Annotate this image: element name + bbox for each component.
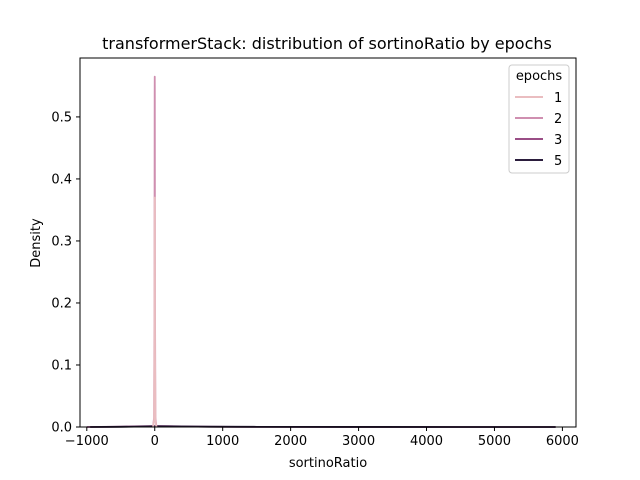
x-axis: −1000 0 1000 2000 3000 4000 5000 6000 <box>65 427 579 449</box>
legend-entry-label: 3 <box>554 133 562 148</box>
x-tick-label: 5000 <box>478 434 511 449</box>
series-line-epochs-1 <box>152 196 158 428</box>
plot-area <box>80 58 576 427</box>
y-tick-label: 0.2 <box>51 296 72 311</box>
y-tick-label: 0.1 <box>51 358 72 373</box>
x-axis-label: sortinoRatio <box>289 456 367 471</box>
x-tick-label: 4000 <box>410 434 443 449</box>
x-tick-label: −1000 <box>65 434 109 449</box>
y-tick-label: 0.0 <box>51 421 72 436</box>
y-tick-label: 0.4 <box>51 172 72 187</box>
legend-items: 1 2 3 5 <box>515 91 562 169</box>
y-tick-label: 0.5 <box>51 110 72 125</box>
x-tick-label: 1000 <box>206 434 239 449</box>
legend-title: epochs <box>516 69 563 84</box>
y-tick-label: 0.3 <box>51 234 72 249</box>
y-axis-label: Density <box>29 218 44 268</box>
plot-frame <box>79 57 577 428</box>
chart-title: transformerStack: distribution of sortin… <box>102 34 552 53</box>
legend-entry-label: 2 <box>554 112 562 127</box>
legend: epochs 1 2 3 5 <box>508 64 570 174</box>
legend-entry-label: 1 <box>554 91 562 106</box>
legend-entry-label: 5 <box>554 154 562 169</box>
x-tick-label: 3000 <box>342 434 375 449</box>
x-tick-label: 0 <box>151 434 159 449</box>
x-tick-label: 2000 <box>274 434 307 449</box>
x-tick-label: 6000 <box>546 434 579 449</box>
y-axis: 0.0 0.1 0.2 0.3 0.4 0.5 <box>51 110 80 436</box>
